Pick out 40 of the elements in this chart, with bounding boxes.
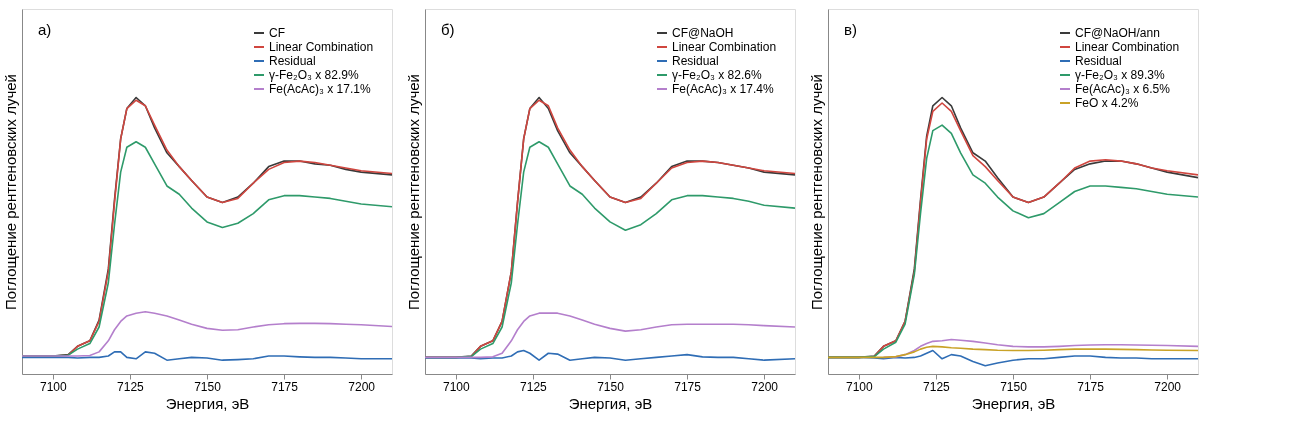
text: а) bbox=[38, 21, 52, 38]
x-tick-label: 7200 bbox=[1154, 379, 1182, 394]
x-tick-label: 7200 bbox=[348, 379, 376, 394]
x-axis-title: Энергия, эВ bbox=[165, 394, 250, 412]
x-tick-label: 7150 bbox=[1000, 379, 1028, 394]
y-axis-title: Поглощение рентгеновских лучей bbox=[807, 74, 825, 310]
x-tick-label: 7200 bbox=[751, 379, 779, 394]
x-axis-title: Энергия, эВ bbox=[568, 394, 653, 412]
legend-label: Fe(AcAc)₃ x 17.4% bbox=[672, 82, 774, 96]
legend-label: CF@NaOH/ann bbox=[1075, 26, 1160, 40]
x-tick-label: 7100 bbox=[39, 379, 67, 394]
legend-label: CF bbox=[269, 26, 285, 40]
y-axis-title: Поглощение рентгеновских лучей bbox=[1, 74, 19, 310]
x-tick-label: 7175 bbox=[674, 379, 702, 394]
x-tick-label: 7100 bbox=[442, 379, 470, 394]
legend-label: CF@NaOH bbox=[672, 26, 734, 40]
x-tick-label: 7100 bbox=[845, 379, 873, 394]
legend-label: Residual bbox=[1075, 54, 1122, 68]
x-tick-label: 7150 bbox=[597, 379, 625, 394]
legend-label: FeO x 4.2% bbox=[1075, 96, 1139, 110]
legend-label: Fe(AcAc)₃ x 6.5% bbox=[1075, 82, 1171, 96]
x-tick-label: 7125 bbox=[520, 379, 548, 394]
x-tick-label: 7175 bbox=[271, 379, 299, 394]
text: в) bbox=[844, 21, 857, 38]
legend-label: γ-Fe₂O₃ x 82.9% bbox=[269, 68, 359, 82]
legend-label: Linear Combination bbox=[1075, 40, 1180, 54]
x-tick-label: 7175 bbox=[1077, 379, 1105, 394]
legend-label: Residual bbox=[672, 54, 719, 68]
x-tick-label: 7125 bbox=[117, 379, 145, 394]
legend-label: γ-Fe₂O₃ x 82.6% bbox=[672, 68, 762, 82]
legend-label: Fe(AcAc)₃ x 17.1% bbox=[269, 82, 371, 96]
y-axis-title: Поглощение рентгеновских лучей bbox=[404, 74, 422, 310]
legend-label: Linear Combination bbox=[672, 40, 777, 54]
legend-label: Linear Combination bbox=[269, 40, 374, 54]
x-tick-label: 7125 bbox=[923, 379, 951, 394]
text: б) bbox=[441, 21, 455, 38]
x-axis-title: Энергия, эВ bbox=[971, 394, 1056, 412]
legend-label: Residual bbox=[269, 54, 316, 68]
legend-label: γ-Fe₂O₃ x 89.3% bbox=[1075, 68, 1165, 82]
x-tick-label: 7150 bbox=[194, 379, 222, 394]
